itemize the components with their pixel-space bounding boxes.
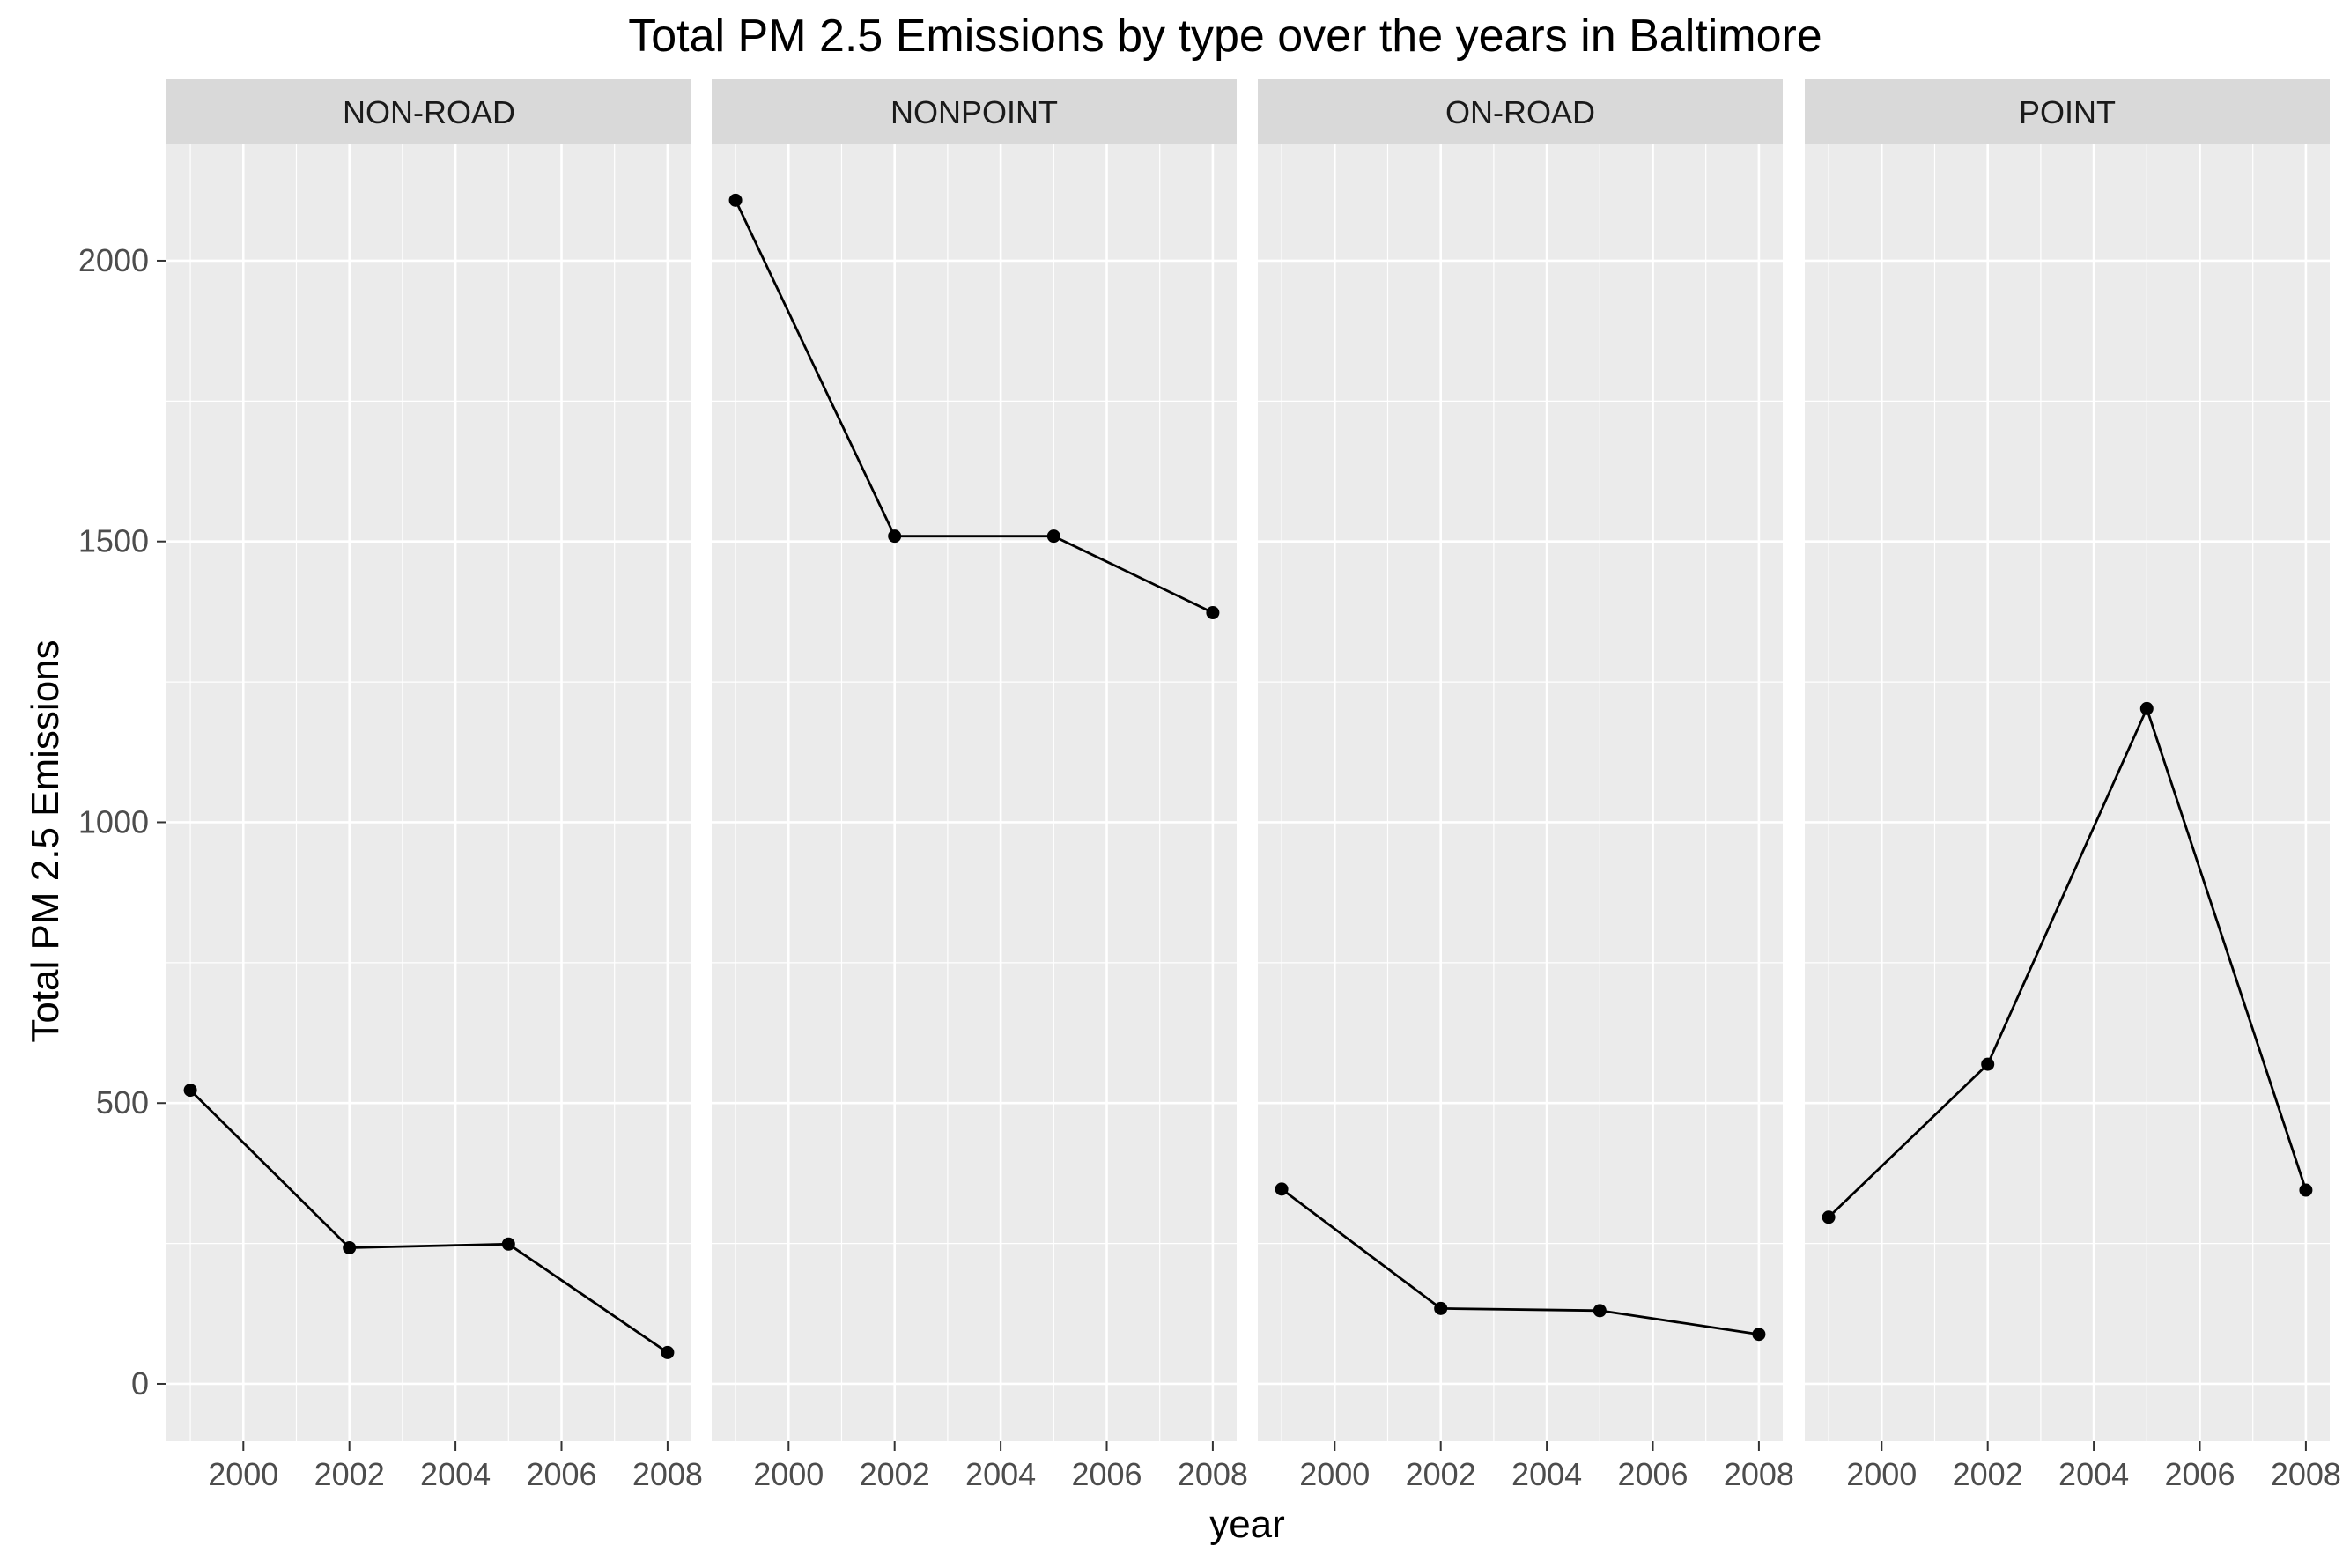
data-point bbox=[343, 1240, 357, 1254]
data-point bbox=[1434, 1301, 1448, 1315]
panel-background bbox=[1805, 144, 2330, 1441]
data-point bbox=[1046, 529, 1060, 544]
data-point bbox=[1752, 1328, 1766, 1342]
x-tick-label: 2006 bbox=[526, 1456, 596, 1492]
facet-strip-label: ON-ROAD bbox=[1445, 94, 1595, 130]
x-tick-label: 2006 bbox=[1071, 1456, 1142, 1492]
data-point bbox=[2299, 1183, 2313, 1197]
x-tick-label: 2002 bbox=[860, 1456, 930, 1492]
y-axis: 0 500 1000 1500 2000 bbox=[78, 242, 166, 1402]
data-point bbox=[1275, 1182, 1289, 1196]
x-tick-label: 2000 bbox=[1846, 1456, 1917, 1492]
facet-panel-point: POINT 2000 2002 2004 2006 2008 bbox=[1805, 79, 2341, 1492]
chart-title: Total PM 2.5 Emissions by type over the … bbox=[628, 11, 1822, 62]
series-line bbox=[189, 1089, 669, 1354]
series-line bbox=[1281, 1187, 1760, 1336]
facet-strip bbox=[712, 79, 1237, 144]
facet-strip bbox=[1805, 79, 2330, 144]
y-tick-label: 1000 bbox=[78, 803, 149, 839]
x-tick-label: 2008 bbox=[632, 1456, 703, 1492]
facet-strip-label: NON-ROAD bbox=[343, 94, 515, 130]
data-point bbox=[1981, 1057, 1995, 1071]
facet-strip-label: POINT bbox=[2019, 94, 2116, 130]
y-tick-label: 500 bbox=[96, 1084, 149, 1121]
data-point bbox=[1822, 1210, 1836, 1224]
facet-strip bbox=[166, 79, 691, 144]
data-point bbox=[2139, 701, 2154, 715]
y-axis-title: Total PM 2.5 Emissions bbox=[24, 640, 67, 1042]
x-tick-label: 2004 bbox=[420, 1456, 491, 1492]
x-tick-label: 2008 bbox=[1724, 1456, 1794, 1492]
facet-panels: NON-ROAD 2000 2002 2004 2006 2008 NONPOINT 2000… bbox=[166, 79, 2341, 1492]
x-tick-label: 2000 bbox=[753, 1456, 824, 1492]
x-tick-label: 2008 bbox=[2271, 1456, 2341, 1492]
x-tick-label: 2008 bbox=[1178, 1456, 1248, 1492]
data-point bbox=[728, 193, 743, 207]
data-point bbox=[501, 1237, 515, 1251]
y-tick-label: 0 bbox=[131, 1365, 149, 1402]
panel-background bbox=[166, 144, 691, 1441]
data-point bbox=[183, 1084, 197, 1098]
data-point bbox=[1206, 606, 1220, 620]
facet-strip bbox=[1258, 79, 1783, 144]
x-tick-label: 2004 bbox=[965, 1456, 1036, 1492]
facet-panel-non-road: NON-ROAD 2000 2002 2004 2006 2008 bbox=[166, 79, 703, 1492]
data-point bbox=[1593, 1304, 1607, 1318]
x-tick-label: 2000 bbox=[208, 1456, 278, 1492]
data-point bbox=[888, 529, 902, 544]
x-tick-label: 2000 bbox=[1299, 1456, 1370, 1492]
x-tick-label: 2002 bbox=[1953, 1456, 2023, 1492]
x-tick-label: 2002 bbox=[1406, 1456, 1476, 1492]
x-tick-label: 2006 bbox=[2164, 1456, 2235, 1492]
x-tick-label: 2004 bbox=[1511, 1456, 1582, 1492]
y-tick-label: 2000 bbox=[78, 242, 149, 278]
x-axis-title: year bbox=[1209, 1503, 1285, 1546]
x-tick-label: 2004 bbox=[2058, 1456, 2129, 1492]
panel-background bbox=[1258, 144, 1783, 1441]
facet-strip-label: NONPOINT bbox=[890, 94, 1058, 130]
series-line bbox=[734, 199, 1214, 614]
data-point bbox=[661, 1345, 675, 1359]
y-tick-label: 1500 bbox=[78, 523, 149, 559]
series-line bbox=[1828, 707, 2308, 1218]
x-tick-label: 2006 bbox=[1617, 1456, 1688, 1492]
facet-panel-on-road: ON-ROAD 2000 2002 2004 2006 2008 bbox=[1258, 79, 1794, 1492]
panel-background bbox=[712, 144, 1237, 1441]
x-tick-label: 2002 bbox=[314, 1456, 385, 1492]
facet-panel-nonpoint: NONPOINT 2000 2002 2004 2006 2008 bbox=[712, 79, 1248, 1492]
